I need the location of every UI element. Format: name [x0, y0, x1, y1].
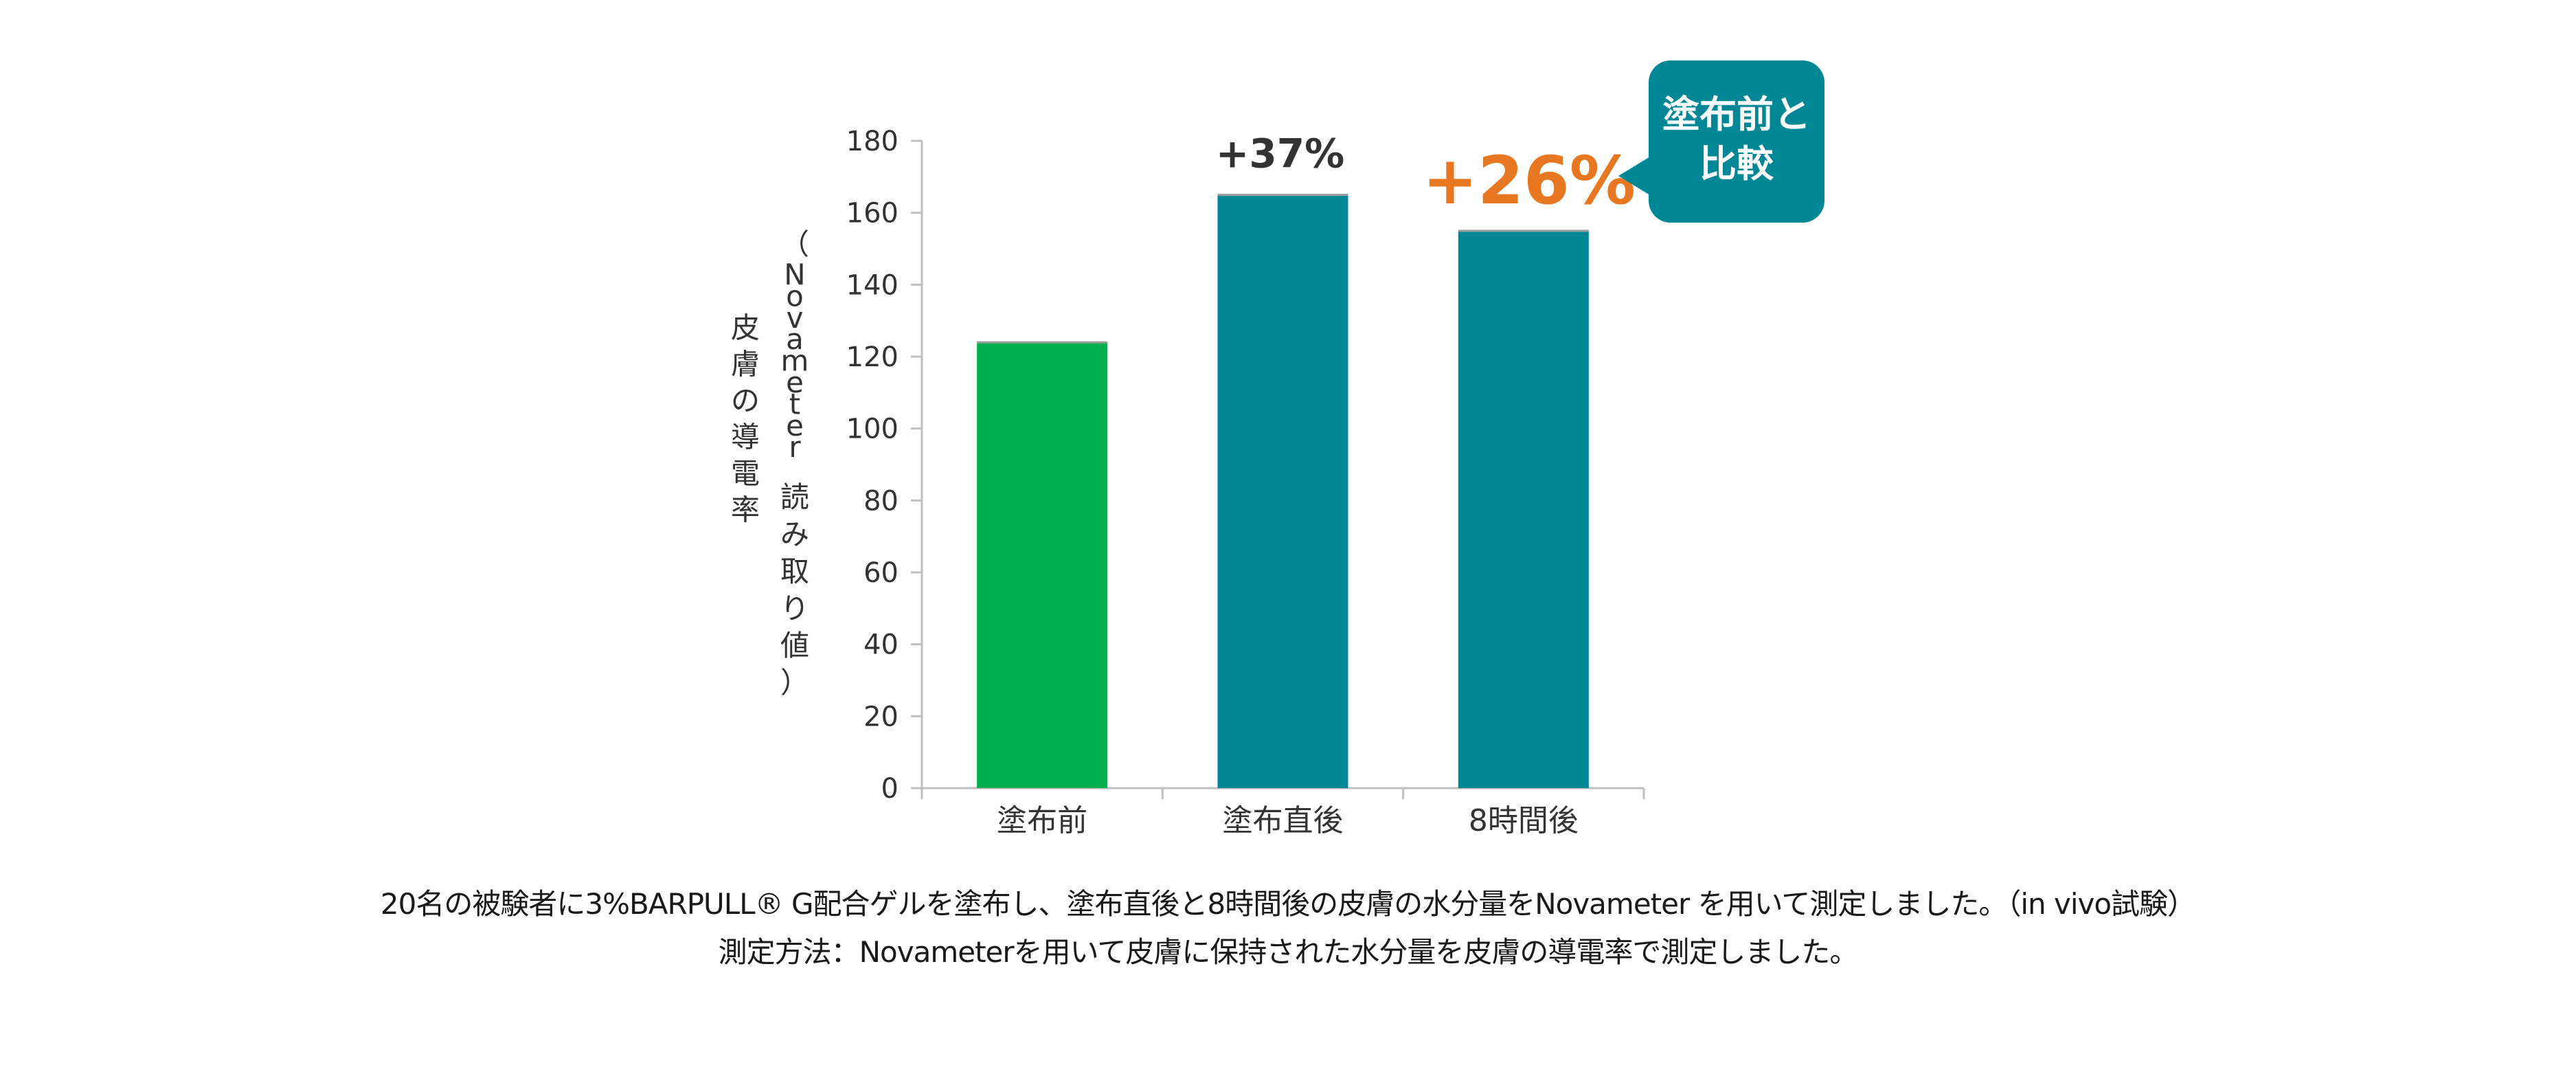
- bars: [977, 194, 1589, 789]
- y-tick-label: 0: [881, 773, 899, 805]
- y-tick-label: 120: [846, 342, 899, 373]
- y-axis-label-line-1: 皮膚の導電率: [731, 311, 760, 527]
- caption-measurement-method: 測定方法：Novameterを用いて皮膚に保持された水分量を皮膚の導電率で測定し…: [718, 935, 1859, 969]
- y-tick-label: 160: [846, 198, 899, 230]
- callout-pointer: [1618, 157, 1650, 195]
- y-tick-label: 60: [863, 557, 899, 589]
- callout-text-line: 比較: [1699, 142, 1774, 186]
- bar-annotations: +37% +26%: [1216, 131, 1636, 219]
- y-tick-label: 140: [846, 269, 899, 301]
- bar: [977, 342, 1108, 789]
- x-tick-label: 8時間後: [1469, 803, 1579, 838]
- bar: [1217, 194, 1348, 788]
- caption-study-description: 20名の被験者に3%BARPULL® G配合ゲルを塗布し、塗布直後と8時間後の皮…: [380, 887, 2196, 921]
- y-axis: 0 20 40 60 80 100 120 140 160 180: [846, 126, 923, 805]
- y-tick-label: 20: [863, 701, 899, 732]
- callout-box: [1649, 60, 1824, 223]
- x-axis: 塗布前 塗布直後 8時間後: [920, 787, 1645, 838]
- bar: [1458, 230, 1589, 788]
- x-tick-label: 塗布前: [997, 803, 1087, 838]
- x-tick-label: 塗布直後: [1223, 803, 1344, 838]
- y-tick-label: 40: [863, 629, 899, 661]
- y-tick-label: 80: [863, 485, 899, 517]
- percent-change-label: +26%: [1423, 142, 1636, 219]
- y-tick-label: 100: [846, 414, 899, 445]
- percent-change-label: +37%: [1216, 131, 1344, 177]
- callout-text-line: 塗布前と: [1662, 93, 1811, 136]
- y-tick-label: 180: [846, 126, 899, 157]
